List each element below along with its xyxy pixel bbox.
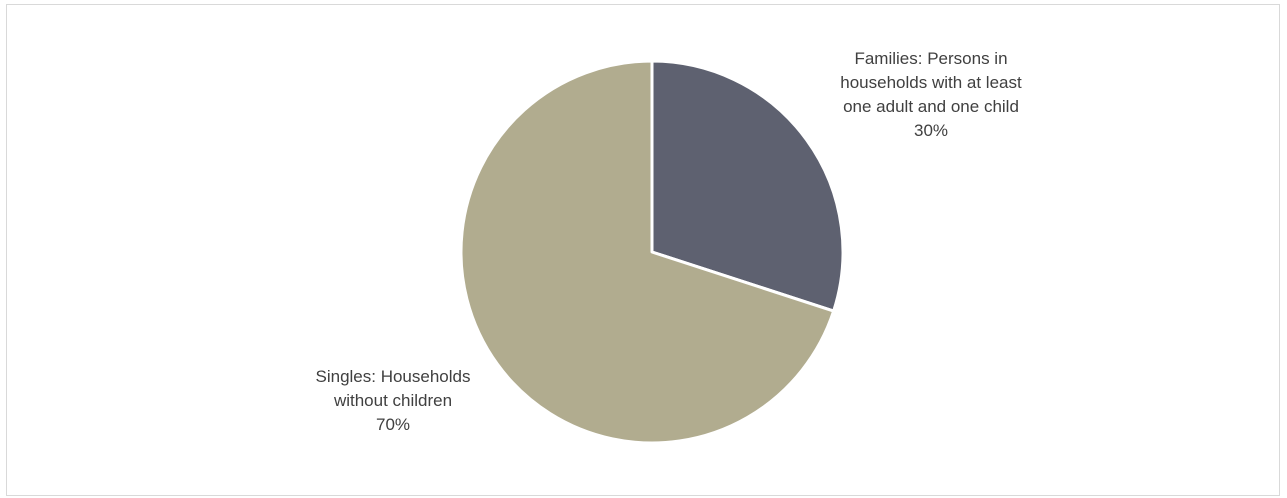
pie-slice-0 bbox=[650, 59, 845, 313]
slice-label-line: one adult and one child bbox=[843, 97, 1019, 116]
slice-label-line: Families: Persons in bbox=[854, 49, 1007, 68]
slice-label-0: Families: Persons in households with at l… bbox=[840, 49, 1022, 140]
slice-labels: Families: Persons in households with at l… bbox=[316, 49, 1022, 434]
slice-value-label: 30% bbox=[914, 121, 948, 140]
slice-label-1: Singles: Households without children 70% bbox=[316, 367, 471, 434]
slice-label-line: households with at least bbox=[840, 73, 1022, 92]
slice-label-line: Singles: Households bbox=[316, 367, 471, 386]
pie-slices bbox=[459, 59, 845, 445]
slice-label-line: without children bbox=[333, 391, 452, 410]
slice-value-label: 70% bbox=[376, 415, 410, 434]
pie-slice-1 bbox=[459, 59, 836, 445]
